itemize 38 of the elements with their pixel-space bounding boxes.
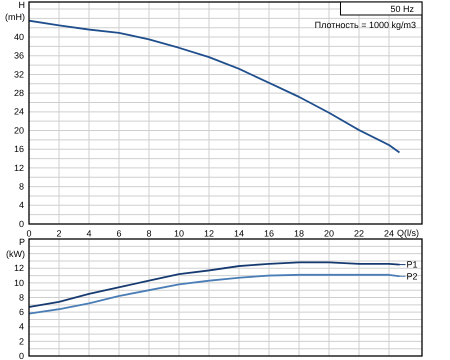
y-tick-label: 28 [14, 88, 24, 98]
y-tick-label: 4 [18, 322, 24, 332]
y-tick-label: 12 [14, 263, 24, 274]
x-tick-label: 16 [264, 228, 274, 238]
y-tick-label: 8 [18, 292, 24, 302]
legend-label: P2 [406, 271, 418, 282]
y-tick-label: 0 [18, 218, 24, 229]
legend-label: P1 [406, 260, 418, 270]
x-tick-label: 2 [56, 228, 62, 238]
y-tick-label: 32 [14, 69, 24, 80]
x-tick-label: 14 [234, 228, 244, 238]
y-tick-label: 20 [14, 125, 24, 136]
y-tick-label: 6 [18, 307, 24, 318]
x-axis-title: Q(l/s) [397, 228, 419, 238]
x-tick-label: 22 [354, 228, 364, 238]
x-tick-label: 4 [86, 228, 92, 238]
x-tick-label: 0 [26, 228, 32, 238]
x-tick-label: 18 [294, 228, 304, 238]
y-axis-title: H (mH) [5, 0, 25, 22]
y-tick-label: 40 [14, 32, 24, 42]
x-tick-label: 12 [204, 228, 214, 238]
y-tick-label: 36 [14, 50, 24, 61]
annotation: Плотность = 1000 kg/m3 [314, 20, 416, 30]
y-tick-label: 16 [14, 144, 24, 154]
y-axis-title: P (kW) [6, 237, 25, 259]
x-tick-label: 8 [146, 228, 152, 238]
y-tick-label: 0 [18, 350, 24, 360]
y-tick-label: 24 [14, 106, 24, 117]
x-tick-label: 10 [174, 228, 184, 238]
y-tick-label: 10 [14, 278, 24, 288]
x-tick-label: 20 [324, 228, 334, 238]
y-tick-label: 12 [14, 162, 24, 173]
annotation: 50 Hz [390, 4, 414, 14]
x-tick-label: 6 [116, 228, 122, 238]
y-tick-label: 4 [18, 200, 24, 210]
x-tick-label: 24 [384, 228, 394, 238]
y-tick-label: 2 [18, 336, 24, 346]
y-tick-label: 8 [18, 181, 24, 192]
